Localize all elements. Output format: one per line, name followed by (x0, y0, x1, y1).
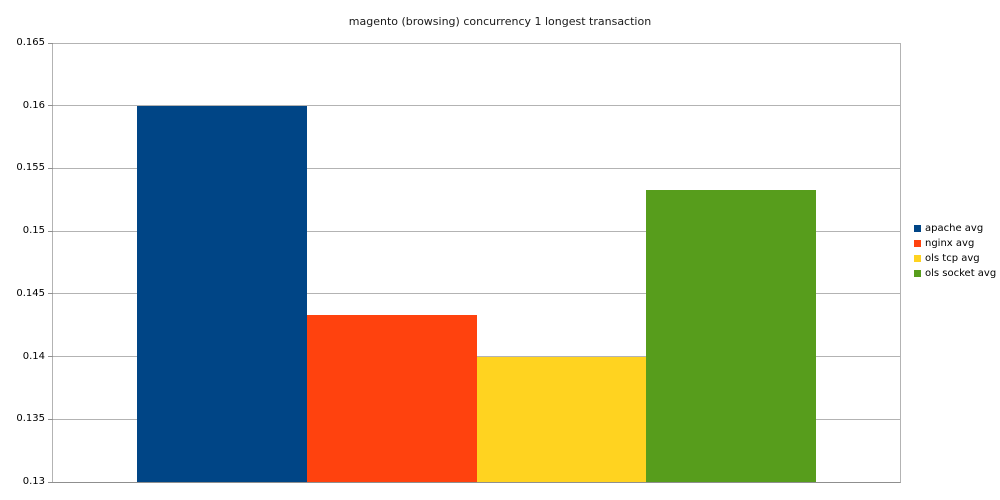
y-tick-label: 0.135 (16, 413, 45, 425)
bar-ols-tcp-avg (476, 356, 647, 482)
legend-item-ols-socket-avg: ols socket avg (914, 266, 996, 281)
y-tick-mark-0.13 (48, 481, 53, 483)
bar-nginx-avg (306, 315, 477, 482)
gridline-0.14 (53, 356, 900, 358)
legend-label: apache avg (925, 223, 984, 234)
plot-area (48, 42, 901, 483)
legend: apache avg nginx avg ols tcp avg ols socket… (914, 221, 996, 281)
y-tick-mark-0.14 (48, 356, 53, 358)
y-tick-label: 0.16 (22, 99, 45, 111)
y-tick-label: 0.14 (22, 350, 45, 362)
y-tick-label: 0.13 (22, 476, 45, 487)
legend-item-apache-avg: apache avg (914, 221, 996, 236)
y-tick-mark-0.16 (48, 105, 53, 107)
y-tick-label: 0.165 (16, 37, 45, 48)
y-tick-mark-0.145 (48, 293, 53, 295)
bar-apache-avg (137, 105, 307, 482)
legend-item-nginx-avg: nginx avg (914, 236, 996, 251)
gridline-0.145 (53, 293, 900, 295)
chart-title: magento (browsing) concurrency 1 longest… (348, 15, 652, 28)
legend-label: ols tcp avg (925, 253, 980, 264)
y-tick-mark-0.165 (48, 42, 53, 44)
gridline-0.15 (53, 230, 900, 232)
legend-swatch-icon (914, 240, 921, 247)
y-tick-label: 0.155 (16, 162, 45, 174)
legend-swatch-icon (914, 255, 921, 262)
y-tick-mark-0.135 (48, 418, 53, 420)
legend-item-ols-tcp-avg: ols tcp avg (914, 251, 996, 266)
legend-swatch-icon (914, 270, 921, 277)
gridline-0.155 (53, 167, 900, 169)
y-tick-label: 0.145 (16, 287, 45, 299)
y-tick-label: 0.15 (22, 225, 45, 237)
y-tick-mark-0.15 (48, 230, 53, 232)
legend-label: nginx avg (925, 238, 975, 249)
bar-ols-socket-avg (646, 189, 816, 482)
gridline-0.16 (53, 105, 900, 107)
legend-swatch-icon (914, 225, 921, 232)
legend-label: ols socket avg (925, 268, 997, 279)
gridline-0.165 (53, 42, 900, 44)
y-tick-mark-0.155 (48, 167, 53, 169)
